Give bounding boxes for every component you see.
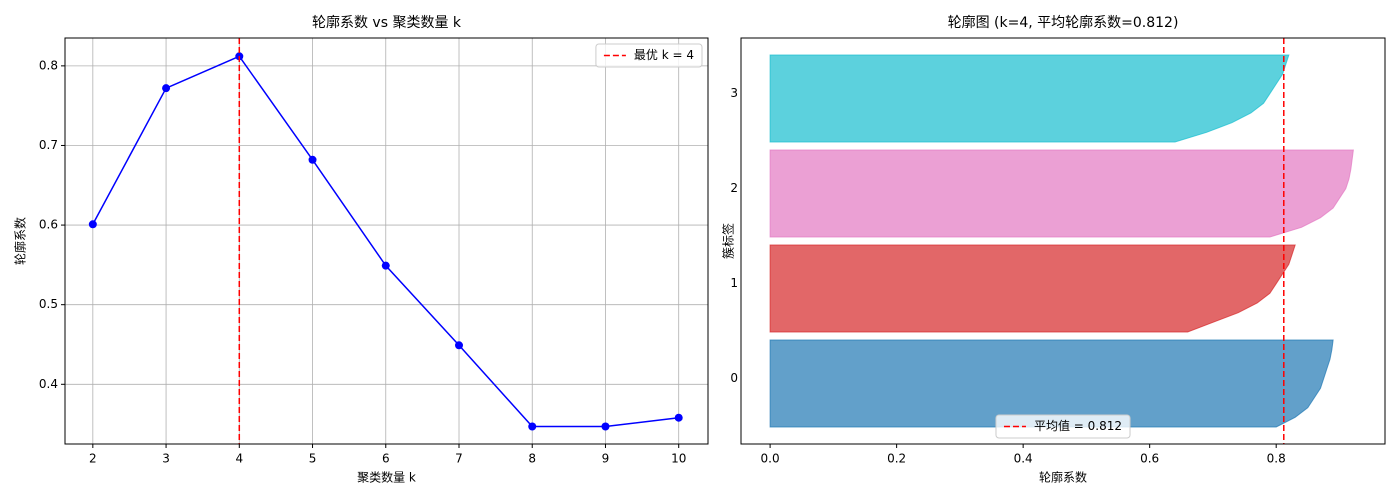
silhouette-band — [769, 339, 1334, 428]
point — [162, 84, 171, 93]
x-tick-label: 5 — [309, 452, 317, 466]
subplot: 2 3 4 5 6 7 8 9 10 0.4 0.5 0.6 0.7 0.8 轮廓系数 vs 聚类数量 k 聚… — [13, 14, 709, 485]
legend: 最优 k = 4 — [595, 43, 703, 68]
axes-frame — [64, 37, 709, 445]
y-tick-label: 0.6 — [39, 218, 58, 232]
x-tick-label: 7 — [455, 452, 463, 466]
legend-label: 平均值 = 0.812 — [1034, 418, 1122, 433]
chart-title: 轮廓系数 vs 聚类数量 k — [312, 14, 462, 31]
legend-box — [595, 43, 703, 68]
x-tick-label: 10 — [671, 452, 686, 466]
axes-frame — [740, 37, 1386, 445]
x-tick-label: 9 — [602, 452, 610, 466]
legend-label: 最优 k = 4 — [634, 48, 694, 62]
point — [601, 422, 610, 431]
x-axis-label: 轮廓系数 — [1039, 470, 1087, 485]
y-tick-label: 3 — [730, 86, 738, 100]
x-tick-label: 2 — [89, 452, 97, 466]
y-tick-label: 0.4 — [39, 377, 58, 391]
y-axis-label: 簇标签 — [721, 223, 736, 259]
y-tick-label: 0 — [730, 371, 738, 385]
y-tick-label: 0.5 — [39, 297, 58, 311]
point — [455, 341, 464, 350]
x-tick-label: 3 — [162, 452, 170, 466]
point — [88, 220, 97, 229]
point — [381, 261, 390, 270]
y-tick-label: 0.8 — [39, 58, 58, 72]
silhouette-band — [769, 54, 1290, 143]
point — [674, 413, 683, 422]
x-tick-label: 8 — [528, 452, 536, 466]
point — [528, 422, 537, 431]
y-tick-label: 1 — [730, 276, 738, 290]
y-tick-label: 0.7 — [39, 138, 58, 152]
x-tick-label: 4 — [235, 452, 243, 466]
legend: 平均值 = 0.812 — [995, 414, 1131, 439]
legend-box — [995, 414, 1131, 439]
x-tick-label: 0.6 — [1140, 452, 1159, 466]
silhouette-band — [769, 244, 1296, 333]
x-tick-label: 0.0 — [761, 452, 780, 466]
x-tick-label: 0.4 — [1014, 452, 1033, 466]
y-axis-label: 轮廓系数 — [13, 217, 28, 265]
x-tick-label: 0.2 — [887, 452, 906, 466]
x-tick-label: 6 — [382, 452, 390, 466]
y-tick-label: 2 — [730, 181, 738, 195]
point — [308, 155, 317, 164]
x-axis-label: 聚类数量 k — [357, 470, 416, 485]
subplot: 0.0 0.2 0.4 0.6 0.8 0 1 2 3 轮廓图 (k=4, 平均轮廓系数=0.81… — [721, 14, 1386, 485]
chart-title: 轮廓图 (k=4, 平均轮廓系数=0.812) — [948, 14, 1179, 31]
silhouette-band — [769, 149, 1354, 238]
x-tick-label: 0.8 — [1267, 452, 1286, 466]
